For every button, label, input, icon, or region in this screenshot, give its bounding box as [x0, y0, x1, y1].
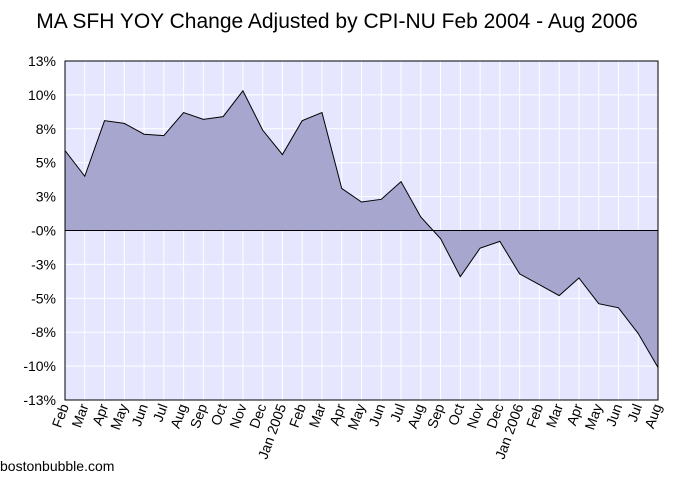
x-tick-label: Jul	[387, 402, 408, 424]
x-tick-label: Jun	[128, 402, 151, 429]
y-tick-label: -13%	[23, 392, 56, 408]
x-tick-label: Jul	[149, 402, 170, 424]
x-tick-label: Feb	[286, 401, 309, 429]
x-tick-label: Mar	[305, 401, 328, 429]
x-tick-label: Sep	[424, 401, 448, 430]
x-tick-label: Mar	[543, 401, 566, 429]
x-tick-label: May	[107, 402, 131, 432]
y-tick-label: 5%	[36, 155, 56, 171]
y-tick-label: 10%	[28, 87, 56, 103]
area	[65, 90, 658, 368]
x-tick-label: Feb	[49, 401, 72, 429]
line	[64, 89, 659, 368]
x-tick-label: Apr	[326, 401, 349, 427]
x-tick-label: Mar	[68, 401, 91, 429]
y-tick-label: -0%	[31, 223, 56, 239]
x-tick-label: Jun	[603, 402, 626, 429]
y-tick-label: -3%	[31, 256, 56, 272]
y-tick-label: -5%	[31, 290, 56, 306]
y-tick-label: 13%	[28, 53, 56, 69]
plot-border	[64, 60, 659, 401]
x-tick-label: May	[344, 402, 368, 432]
x-tick-label: Oct	[207, 401, 230, 427]
y-tick-label: -10%	[23, 358, 56, 374]
source: bostonbubble.com	[0, 458, 114, 474]
x-tick-label: Jun	[365, 402, 388, 429]
chart-title: MA SFH YOY Change Adjusted by CPI-NU Feb…	[36, 10, 638, 33]
y-tick-label: 8%	[36, 121, 56, 137]
y-tick-label: 3%	[36, 189, 56, 205]
x-tick-label: Feb	[523, 401, 546, 429]
x-tick-label: Apr	[563, 401, 586, 427]
x-tick-label: May	[581, 402, 605, 432]
x-tick-label: Aug	[641, 402, 665, 431]
x-tick-label: Jul	[624, 402, 645, 424]
y-tick-label: -8%	[31, 324, 56, 340]
x-tick-label: Sep	[187, 401, 211, 430]
x-tick-label: Oct	[445, 401, 468, 427]
x-tick-label: Apr	[89, 401, 112, 427]
